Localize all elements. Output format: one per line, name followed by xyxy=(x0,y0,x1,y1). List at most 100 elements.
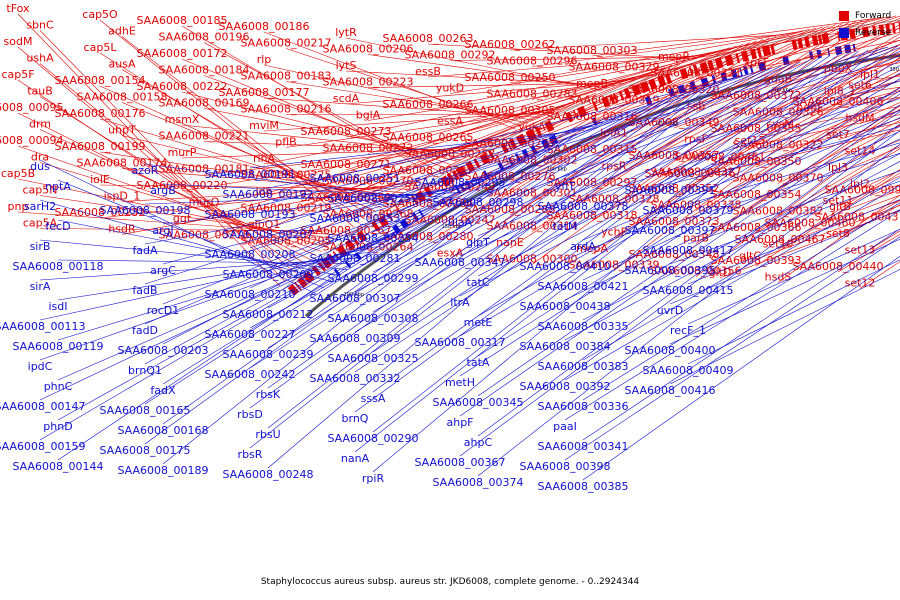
forward-gene-label: SAA6008_00250 xyxy=(464,71,555,84)
forward-connector xyxy=(449,42,751,193)
reverse-connector xyxy=(144,163,514,325)
forward-gene-label: murP xyxy=(168,146,197,159)
forward-gene-60 xyxy=(761,45,772,57)
reverse-gene-label: fecD xyxy=(45,220,70,233)
reverse-connector xyxy=(459,78,900,337)
reverse-gene-label: yfiT xyxy=(555,180,575,193)
reverse-gene-label: SAA6008_00159 xyxy=(0,440,86,453)
forward-gene-0 xyxy=(287,283,300,296)
forward-gene-label: mepB xyxy=(576,77,608,90)
reverse-gene-label: SAA6008_00254 xyxy=(327,232,418,245)
forward-connector xyxy=(673,73,900,195)
forward-connector xyxy=(509,24,837,183)
forward-gene-label: tauB xyxy=(27,85,53,98)
forward-gene-label: mepR xyxy=(658,50,690,63)
reverse-connector xyxy=(477,72,900,317)
forward-gene-label: SAA6008_00095 xyxy=(0,101,64,114)
reverse-connector xyxy=(564,161,900,341)
reverse-gene-label: SAA6008_00144 xyxy=(12,460,103,473)
reverse-connector xyxy=(477,87,900,357)
forward-gene-label: ggt xyxy=(173,212,192,225)
reverse-connector xyxy=(144,192,462,205)
forward-gene-label: bglA xyxy=(356,109,381,122)
reverse-connector xyxy=(39,239,348,270)
reverse-gene-label: SAA6008_00438 xyxy=(519,300,610,313)
reverse-gene-label: SAA6008_00392 xyxy=(519,380,610,393)
reverse-connector xyxy=(162,150,541,385)
reverse-gene-label: fadX xyxy=(150,384,176,397)
reverse-gene-14 xyxy=(521,148,530,158)
forward-gene-label: hsdR xyxy=(108,223,136,236)
reverse-gene-label: SAA6008_00378 xyxy=(537,200,628,213)
forward-connector xyxy=(509,31,797,84)
forward-gene-label: ushA xyxy=(26,52,54,65)
forward-connector xyxy=(345,70,615,86)
forward-gene-label: mviM xyxy=(249,119,279,132)
reverse-gene-label: SAA6008_00191 xyxy=(204,168,295,181)
reverse-gene-23 xyxy=(700,77,710,87)
reverse-connector xyxy=(354,59,811,333)
forward-swatch xyxy=(839,11,849,21)
reverse-gene-label: brnQ1 xyxy=(128,364,162,377)
forward-gene-label: SAA6008_00232 xyxy=(54,206,145,219)
forward-gene-label: SAA6008_00437 xyxy=(814,211,900,224)
reverse-connector xyxy=(459,54,900,257)
forward-gene-label: pnp xyxy=(8,200,29,213)
reverse-gene-label: SAA6008_00212 xyxy=(222,308,313,321)
forward-gene-label: SAA6008_00169 xyxy=(158,97,249,110)
reverse-gene-33 xyxy=(816,49,822,59)
forward-connector xyxy=(673,58,900,162)
forward-gene-label: esxA xyxy=(437,247,464,260)
forward-connector xyxy=(719,122,900,163)
forward-gene-label: yukD xyxy=(436,82,464,95)
forward-gene-label: set6 xyxy=(848,79,872,92)
reverse-gene-label: SAA6008_00415 xyxy=(642,284,733,297)
forward-connector xyxy=(777,74,900,118)
forward-gene-label: xprT xyxy=(744,56,769,69)
reverse-connector xyxy=(372,54,840,393)
reverse-gene-label: azoR xyxy=(132,164,159,177)
reverse-gene-label: dus xyxy=(30,160,50,173)
forward-gene-20 xyxy=(440,175,451,188)
reverse-gene-label: SAA6008_00395 xyxy=(624,264,715,277)
forward-gene-48 xyxy=(664,73,673,85)
reverse-connector xyxy=(582,177,900,361)
forward-gene-label: rlp xyxy=(257,53,272,66)
forward-gene-45 xyxy=(639,81,650,93)
forward-connector xyxy=(777,169,900,250)
forward-gene-32 xyxy=(525,128,537,142)
reverse-connector xyxy=(564,138,900,301)
reverse-gene-5 xyxy=(411,212,419,221)
forward-gene-label: sodM xyxy=(4,35,33,48)
forward-gene-25 xyxy=(473,158,481,169)
reverse-connector xyxy=(582,153,900,321)
reverse-gene-label: SAA6008_00341 xyxy=(537,440,628,453)
reverse-gene-label: SAA6008_00317 xyxy=(414,336,505,349)
reverse-connector xyxy=(477,45,898,197)
reverse-connector xyxy=(564,184,900,381)
forward-gene-11 xyxy=(351,235,360,246)
forward-gene-label: SAA6008_00216 xyxy=(240,103,331,116)
reverse-gene-label: nanA xyxy=(341,452,370,465)
forward-gene-label: SAA6008_00196 xyxy=(158,31,249,44)
forward-connector xyxy=(367,78,634,121)
reverse-gene-label: fadA xyxy=(132,244,158,257)
forward-gene-label: SAA6008_00223 xyxy=(322,76,413,89)
forward-connector xyxy=(613,17,883,73)
reverse-connector xyxy=(372,50,859,433)
forward-gene-label: SAA6008_00183 xyxy=(240,70,331,83)
forward-connector xyxy=(755,172,900,267)
reverse-connector xyxy=(249,122,603,209)
reverse-gene-label: SAA6008_00307 xyxy=(309,292,400,305)
reverse-gene-label: SAA6008_00210 xyxy=(204,288,295,301)
legend-reverse-label: Reverse xyxy=(855,28,892,38)
scale-tick-label: 200 kbp xyxy=(546,166,566,172)
reverse-gene-label: SAA6008_00379 xyxy=(642,204,733,217)
forward-gene-49 xyxy=(679,68,689,80)
reverse-connector xyxy=(267,125,594,189)
forward-gene-label: SAA6008_00218 xyxy=(158,229,249,242)
forward-gene-label: lytR xyxy=(335,26,357,39)
reverse-gene-label: SAA6008_00332 xyxy=(309,372,400,385)
forward-connector xyxy=(755,39,900,69)
reverse-gene-label: SAA6008_00168 xyxy=(117,424,208,437)
